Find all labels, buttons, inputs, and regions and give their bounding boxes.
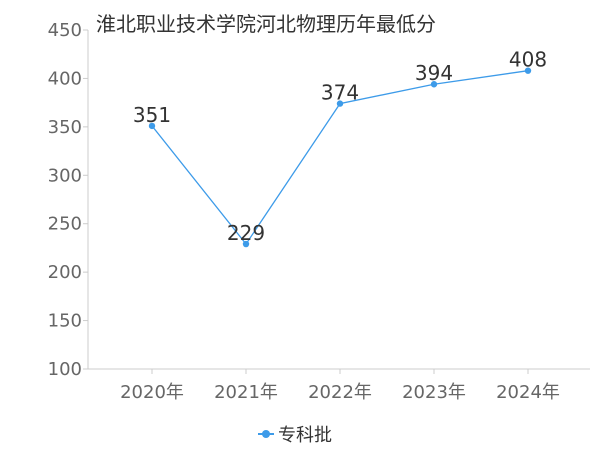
legend-marker-icon xyxy=(258,428,274,440)
data-label: 394 xyxy=(415,61,453,85)
data-label: 229 xyxy=(227,221,265,245)
chart-title: 淮北职业技术学院河北物理历年最低分 xyxy=(96,12,436,36)
legend-label: 专科批 xyxy=(278,425,332,446)
legend: 专科批 xyxy=(258,421,332,447)
data-point xyxy=(242,240,250,248)
data-point xyxy=(148,122,156,130)
data-point xyxy=(524,67,532,74)
data-label: 351 xyxy=(133,103,171,127)
x-tick-label: 2023年 xyxy=(402,382,466,403)
x-tick-label: 2022年 xyxy=(308,382,372,403)
x-tick-label: 2021年 xyxy=(214,382,278,403)
y-tick-label: 200 xyxy=(48,262,82,283)
y-tick-label: 350 xyxy=(48,117,82,138)
data-label: 408 xyxy=(509,48,547,72)
y-tick-label: 150 xyxy=(48,311,82,332)
data-point xyxy=(430,81,438,88)
y-tick-label: 300 xyxy=(48,165,82,186)
y-tick-label: 400 xyxy=(48,68,82,89)
y-tick-label: 100 xyxy=(48,359,82,380)
x-tick-label: 2020年 xyxy=(120,382,184,403)
x-tick-label: 2024年 xyxy=(496,382,560,403)
data-point xyxy=(336,100,344,107)
data-label: 374 xyxy=(321,81,359,105)
y-tick-label: 250 xyxy=(48,214,82,235)
y-tick-label: 450 xyxy=(48,20,82,41)
